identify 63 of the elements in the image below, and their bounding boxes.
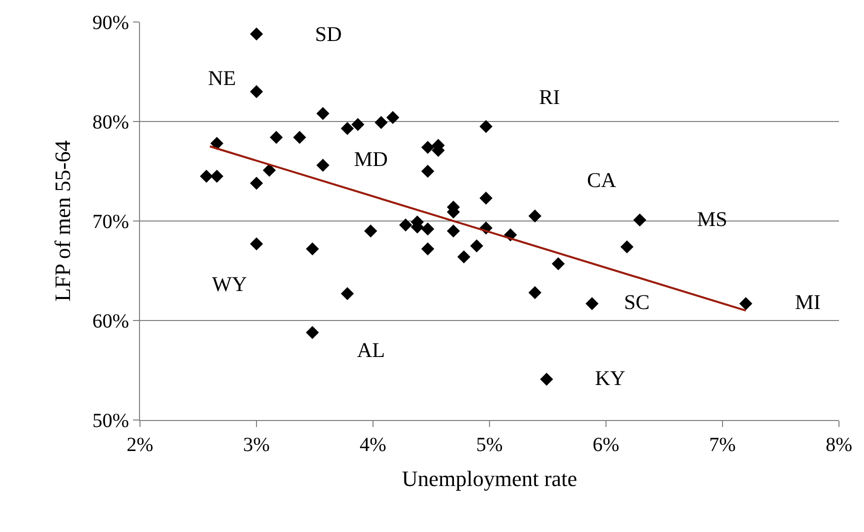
x-tick-label: 7%: [709, 434, 736, 456]
point: [620, 240, 634, 254]
point: [552, 257, 565, 270]
point: [250, 176, 263, 190]
point: [633, 214, 646, 227]
point: [250, 27, 263, 40]
point: [457, 250, 470, 264]
annotation: AL: [357, 338, 385, 362]
y-tick-label: 80%: [92, 112, 129, 134]
x-axis-title: Unemployment rate: [402, 466, 578, 491]
point: [386, 111, 400, 124]
annotation: RI: [539, 85, 560, 109]
annotation: NE: [208, 66, 236, 90]
annotation: CA: [587, 168, 618, 192]
point: [528, 210, 542, 223]
point: [399, 218, 412, 232]
x-tick-label: 8%: [826, 434, 852, 456]
point: [340, 287, 354, 300]
y-tick-label: 70%: [92, 211, 129, 233]
annotation: SD: [315, 22, 342, 46]
x-tick-label: 2%: [126, 434, 154, 456]
point: [421, 222, 434, 236]
point: [374, 116, 388, 129]
point: [470, 239, 484, 252]
annotation: MS: [697, 207, 728, 231]
point: [270, 130, 283, 144]
point: [306, 242, 319, 256]
point: [262, 164, 276, 177]
annotation: MI: [795, 290, 821, 314]
annotation: MD: [354, 147, 388, 171]
point: [210, 170, 224, 183]
point: [364, 224, 378, 238]
point: [306, 326, 319, 339]
annotation: WY: [212, 272, 247, 296]
annotation: KY: [595, 366, 626, 390]
x-tick-label: 5%: [476, 434, 503, 456]
point: [480, 120, 493, 133]
point: [421, 242, 434, 256]
point: [250, 85, 263, 98]
point: [480, 192, 493, 205]
point: [293, 130, 306, 144]
annotation: SC: [624, 290, 650, 314]
point: [351, 118, 364, 131]
point: [210, 136, 224, 150]
point: [528, 286, 542, 300]
y-tick-label: 60%: [92, 310, 129, 332]
point: [586, 297, 599, 310]
point: [250, 237, 263, 250]
point: [446, 224, 460, 238]
y-tick-label: 50%: [92, 410, 129, 432]
x-tick-label: 4%: [360, 434, 386, 456]
point: [200, 170, 213, 183]
point: [316, 158, 330, 172]
point: [540, 372, 554, 386]
x-tick-label: 6%: [592, 434, 620, 456]
point: [739, 297, 752, 310]
x-tick-label: 3%: [243, 434, 270, 456]
y-tick-label: 90%: [92, 12, 129, 34]
point: [421, 140, 434, 154]
point: [316, 107, 330, 120]
y-axis-title: LFP of men 55-64: [50, 140, 76, 302]
point: [340, 122, 354, 135]
point: [421, 164, 434, 178]
